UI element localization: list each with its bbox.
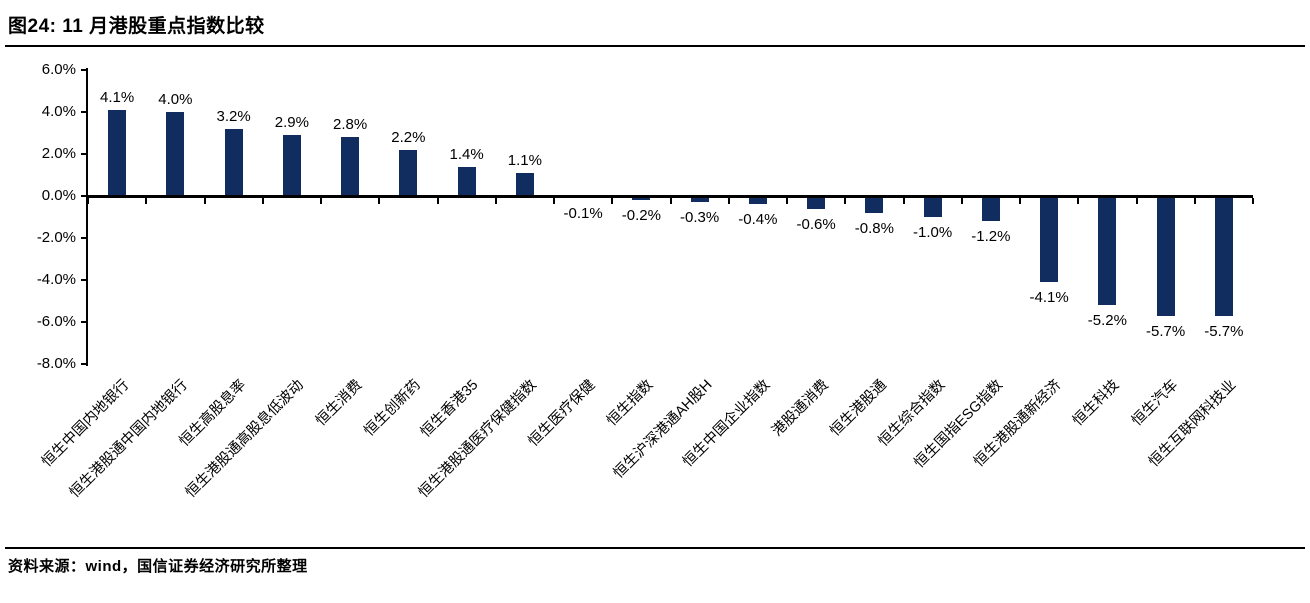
x-axis-tick <box>902 198 905 204</box>
x-axis-label: 恒生港股通医疗保健指数 <box>416 377 541 502</box>
bar <box>515 172 534 196</box>
bar <box>923 196 942 217</box>
y-tick-label: 2.0% <box>41 145 76 162</box>
bar <box>1040 196 1059 283</box>
bar-value-label: 3.2% <box>216 107 251 125</box>
figure-title: 图24: 11 月港股重点指数比较 <box>8 16 265 37</box>
bar-value-label: -0.4% <box>738 211 778 229</box>
bar <box>166 112 185 196</box>
x-axis-label: 恒生港股通 <box>827 377 890 440</box>
bar <box>341 137 360 196</box>
x-axis-tick <box>553 198 555 204</box>
x-axis-label: 恒生港股通中国内地银行 <box>66 377 191 502</box>
y-tick-label: 0.0% <box>41 187 76 204</box>
bar-chart: 6.0% 4.0% 2.0% 0.0% -2.0% -4.0% -6.0% -8.0% 4.1%… <box>36 61 1254 502</box>
y-tick-label: -4.0% <box>36 271 76 288</box>
x-axis-tick <box>844 198 847 204</box>
bar <box>399 149 418 196</box>
y-axis-line <box>86 68 88 366</box>
bar-value-label: 2.8% <box>333 116 368 134</box>
bar-value-label: -1.0% <box>913 224 953 241</box>
x-axis-label: 港股通消费 <box>768 377 832 440</box>
bar-value-label: -5.7% <box>1146 322 1186 340</box>
x-axis-tick <box>669 198 672 204</box>
bar <box>690 196 709 203</box>
x-axis-label: 恒生消费 <box>313 377 366 430</box>
bar-value-label: 4.1% <box>100 88 135 106</box>
y-axis-tick <box>81 363 88 365</box>
y-tick-label: -6.0% <box>36 313 76 330</box>
x-axis-label: 恒生沪深港通AH股H <box>610 377 715 482</box>
bar <box>457 166 476 196</box>
bar <box>865 196 884 213</box>
x-axis-tick <box>786 198 788 204</box>
bar-value-label: 1.1% <box>507 151 542 169</box>
bar-value-label: 2.2% <box>391 128 426 146</box>
x-axis-label: 恒生科技 <box>1070 377 1123 430</box>
x-axis-tick <box>320 198 322 204</box>
x-axis-tick <box>1077 198 1080 204</box>
bar-value-label: -5.7% <box>1204 322 1244 340</box>
x-axis-tick <box>261 198 264 204</box>
x-axis-tick <box>1135 198 1138 204</box>
y-axis-tick <box>81 195 88 197</box>
y-axis-tick <box>81 279 88 281</box>
bar-value-label: -0.1% <box>563 205 603 223</box>
bar-value-label: -5.2% <box>1087 312 1127 330</box>
bar-value-label: -0.8% <box>854 219 894 237</box>
y-axis-tick <box>81 69 88 71</box>
title-divider <box>5 45 1305 47</box>
bar <box>1214 196 1233 316</box>
x-axis-tick <box>203 198 206 204</box>
x-axis-tick <box>960 198 963 204</box>
bar <box>108 109 127 196</box>
x-axis-label: 恒生汽车 <box>1128 377 1181 430</box>
bar <box>282 135 301 196</box>
footer-divider <box>5 547 1305 549</box>
x-axis-tick <box>145 198 148 204</box>
bar <box>632 196 651 201</box>
x-axis-tick <box>494 198 497 204</box>
source-note: 资料来源：wind，国信证券经济研究所整理 <box>8 558 308 575</box>
x-axis-label: 恒生创新药 <box>361 377 424 440</box>
bar <box>224 128 243 196</box>
y-axis-tick <box>81 153 88 155</box>
y-tick-label: -2.0% <box>36 229 76 246</box>
y-tick-label: 4.0% <box>41 103 76 120</box>
bar-value-label: -0.6% <box>796 215 836 233</box>
bar <box>748 196 767 205</box>
bar <box>981 196 1000 222</box>
bar <box>1156 196 1175 316</box>
x-axis-tick <box>727 198 730 204</box>
y-tick-label: 6.0% <box>41 61 76 78</box>
x-axis-tick <box>1193 198 1196 204</box>
x-axis-tick <box>1252 198 1254 204</box>
x-axis-tick <box>378 198 381 204</box>
bar-value-label: 1.4% <box>449 145 484 163</box>
x-axis-label: 恒生指数 <box>604 377 657 430</box>
bar-value-label: 4.0% <box>158 91 193 108</box>
x-axis-tick <box>87 198 89 204</box>
bar-value-label: -0.3% <box>680 209 720 227</box>
x-axis-label: 恒生港股通高股息低波动 <box>183 377 308 502</box>
bar-value-label: -4.1% <box>1029 289 1069 307</box>
bar <box>1098 196 1117 306</box>
y-axis-tick <box>81 111 88 113</box>
bar-value-label: -1.2% <box>971 228 1011 246</box>
bar-value-label: -0.2% <box>621 207 661 225</box>
zero-axis-line <box>88 195 1253 198</box>
bar-value-label: 2.9% <box>274 114 309 132</box>
y-axis-tick <box>81 321 88 323</box>
y-tick-label: -8.0% <box>36 355 76 372</box>
y-axis-tick <box>81 237 88 239</box>
bar <box>807 196 826 209</box>
x-axis-tick <box>436 198 439 204</box>
x-axis-tick <box>611 198 614 204</box>
x-axis-tick <box>1019 198 1021 204</box>
